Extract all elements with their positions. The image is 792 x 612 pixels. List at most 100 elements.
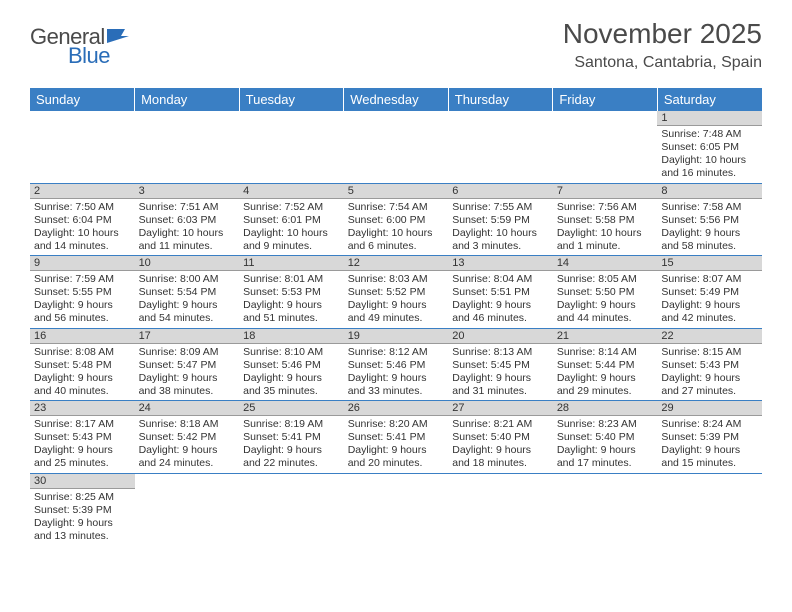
calendar-cell — [239, 111, 344, 183]
day-body: Sunrise: 8:24 AMSunset: 5:39 PMDaylight:… — [657, 416, 762, 473]
day-body: Sunrise: 8:20 AMSunset: 5:41 PMDaylight:… — [344, 416, 449, 473]
calendar-week-row: 30Sunrise: 8:25 AMSunset: 5:39 PMDayligh… — [30, 473, 762, 545]
sunset-text: Sunset: 5:40 PM — [452, 431, 549, 444]
sunset-text: Sunset: 5:54 PM — [139, 286, 236, 299]
calendar-cell — [448, 473, 553, 545]
daylight-text: Daylight: 9 hours and 33 minutes. — [348, 372, 445, 398]
sunset-text: Sunset: 5:47 PM — [139, 359, 236, 372]
calendar-cell: 17Sunrise: 8:09 AMSunset: 5:47 PMDayligh… — [135, 328, 240, 401]
calendar-cell: 18Sunrise: 8:10 AMSunset: 5:46 PMDayligh… — [239, 328, 344, 401]
daylight-text: Daylight: 9 hours and 35 minutes. — [243, 372, 340, 398]
sunset-text: Sunset: 5:44 PM — [557, 359, 654, 372]
calendar-cell — [30, 111, 135, 183]
day-body: Sunrise: 7:50 AMSunset: 6:04 PMDaylight:… — [30, 199, 135, 256]
calendar-cell: 3Sunrise: 7:51 AMSunset: 6:03 PMDaylight… — [135, 183, 240, 256]
weekday-header: Sunday — [30, 88, 135, 111]
sunset-text: Sunset: 5:52 PM — [348, 286, 445, 299]
calendar-cell: 23Sunrise: 8:17 AMSunset: 5:43 PMDayligh… — [30, 401, 135, 474]
calendar-cell: 29Sunrise: 8:24 AMSunset: 5:39 PMDayligh… — [657, 401, 762, 474]
sunrise-text: Sunrise: 8:20 AM — [348, 418, 445, 431]
day-body: Sunrise: 8:05 AMSunset: 5:50 PMDaylight:… — [553, 271, 658, 328]
day-number: 23 — [30, 401, 135, 416]
day-number: 19 — [344, 329, 449, 344]
day-body: Sunrise: 8:00 AMSunset: 5:54 PMDaylight:… — [135, 271, 240, 328]
weekday-header: Thursday — [448, 88, 553, 111]
daylight-text: Daylight: 10 hours and 9 minutes. — [243, 227, 340, 253]
sunset-text: Sunset: 5:51 PM — [452, 286, 549, 299]
day-number: 2 — [30, 184, 135, 199]
calendar-cell: 1Sunrise: 7:48 AMSunset: 6:05 PMDaylight… — [657, 111, 762, 183]
sunset-text: Sunset: 5:42 PM — [139, 431, 236, 444]
sunrise-text: Sunrise: 8:04 AM — [452, 273, 549, 286]
day-number: 7 — [553, 184, 658, 199]
calendar-cell: 13Sunrise: 8:04 AMSunset: 5:51 PMDayligh… — [448, 256, 553, 329]
day-body: Sunrise: 8:21 AMSunset: 5:40 PMDaylight:… — [448, 416, 553, 473]
day-body: Sunrise: 7:59 AMSunset: 5:55 PMDaylight:… — [30, 271, 135, 328]
calendar-week-row: 9Sunrise: 7:59 AMSunset: 5:55 PMDaylight… — [30, 256, 762, 329]
daylight-text: Daylight: 9 hours and 40 minutes. — [34, 372, 131, 398]
calendar-cell — [344, 111, 449, 183]
day-number: 20 — [448, 329, 553, 344]
day-number: 4 — [239, 184, 344, 199]
calendar-cell — [239, 473, 344, 545]
day-number: 8 — [657, 184, 762, 199]
sunrise-text: Sunrise: 8:05 AM — [557, 273, 654, 286]
calendar-cell — [344, 473, 449, 545]
daylight-text: Daylight: 9 hours and 22 minutes. — [243, 444, 340, 470]
day-number: 28 — [553, 401, 658, 416]
day-number: 17 — [135, 329, 240, 344]
weekday-header: Tuesday — [239, 88, 344, 111]
sunrise-text: Sunrise: 8:07 AM — [661, 273, 758, 286]
sunset-text: Sunset: 5:41 PM — [243, 431, 340, 444]
calendar-cell: 8Sunrise: 7:58 AMSunset: 5:56 PMDaylight… — [657, 183, 762, 256]
daylight-text: Daylight: 9 hours and 46 minutes. — [452, 299, 549, 325]
day-number: 9 — [30, 256, 135, 271]
day-body: Sunrise: 8:04 AMSunset: 5:51 PMDaylight:… — [448, 271, 553, 328]
day-body: Sunrise: 7:54 AMSunset: 6:00 PMDaylight:… — [344, 199, 449, 256]
calendar-cell: 5Sunrise: 7:54 AMSunset: 6:00 PMDaylight… — [344, 183, 449, 256]
calendar-week-row: 2Sunrise: 7:50 AMSunset: 6:04 PMDaylight… — [30, 183, 762, 256]
daylight-text: Daylight: 9 hours and 44 minutes. — [557, 299, 654, 325]
calendar-cell: 24Sunrise: 8:18 AMSunset: 5:42 PMDayligh… — [135, 401, 240, 474]
day-body: Sunrise: 7:48 AMSunset: 6:05 PMDaylight:… — [657, 126, 762, 183]
daylight-text: Daylight: 9 hours and 20 minutes. — [348, 444, 445, 470]
title-block: November 2025 Santona, Cantabria, Spain — [563, 18, 762, 72]
sunset-text: Sunset: 5:41 PM — [348, 431, 445, 444]
day-number: 22 — [657, 329, 762, 344]
day-number: 10 — [135, 256, 240, 271]
day-body: Sunrise: 8:10 AMSunset: 5:46 PMDaylight:… — [239, 344, 344, 401]
sunrise-text: Sunrise: 8:23 AM — [557, 418, 654, 431]
day-number: 16 — [30, 329, 135, 344]
calendar-cell — [553, 473, 658, 545]
sunrise-text: Sunrise: 8:18 AM — [139, 418, 236, 431]
day-body: Sunrise: 8:07 AMSunset: 5:49 PMDaylight:… — [657, 271, 762, 328]
sunrise-text: Sunrise: 8:19 AM — [243, 418, 340, 431]
calendar-cell: 22Sunrise: 8:15 AMSunset: 5:43 PMDayligh… — [657, 328, 762, 401]
sunset-text: Sunset: 5:46 PM — [243, 359, 340, 372]
daylight-text: Daylight: 10 hours and 1 minute. — [557, 227, 654, 253]
daylight-text: Daylight: 9 hours and 31 minutes. — [452, 372, 549, 398]
daylight-text: Daylight: 10 hours and 6 minutes. — [348, 227, 445, 253]
day-number: 26 — [344, 401, 449, 416]
sunrise-text: Sunrise: 8:10 AM — [243, 346, 340, 359]
day-body: Sunrise: 8:14 AMSunset: 5:44 PMDaylight:… — [553, 344, 658, 401]
month-title: November 2025 — [563, 18, 762, 50]
sunrise-text: Sunrise: 7:52 AM — [243, 201, 340, 214]
calendar-cell: 2Sunrise: 7:50 AMSunset: 6:04 PMDaylight… — [30, 183, 135, 256]
day-body: Sunrise: 7:58 AMSunset: 5:56 PMDaylight:… — [657, 199, 762, 256]
weekday-header: Saturday — [657, 88, 762, 111]
sunset-text: Sunset: 6:05 PM — [661, 141, 758, 154]
sunrise-text: Sunrise: 8:25 AM — [34, 491, 131, 504]
day-body: Sunrise: 8:15 AMSunset: 5:43 PMDaylight:… — [657, 344, 762, 401]
daylight-text: Daylight: 9 hours and 27 minutes. — [661, 372, 758, 398]
calendar-cell: 28Sunrise: 8:23 AMSunset: 5:40 PMDayligh… — [553, 401, 658, 474]
sunset-text: Sunset: 5:43 PM — [34, 431, 131, 444]
sunset-text: Sunset: 5:50 PM — [557, 286, 654, 299]
sunrise-text: Sunrise: 7:59 AM — [34, 273, 131, 286]
sunrise-text: Sunrise: 8:13 AM — [452, 346, 549, 359]
sunrise-text: Sunrise: 8:00 AM — [139, 273, 236, 286]
calendar-cell: 7Sunrise: 7:56 AMSunset: 5:58 PMDaylight… — [553, 183, 658, 256]
calendar-week-row: 1Sunrise: 7:48 AMSunset: 6:05 PMDaylight… — [30, 111, 762, 183]
sunset-text: Sunset: 5:55 PM — [34, 286, 131, 299]
day-body: Sunrise: 8:09 AMSunset: 5:47 PMDaylight:… — [135, 344, 240, 401]
